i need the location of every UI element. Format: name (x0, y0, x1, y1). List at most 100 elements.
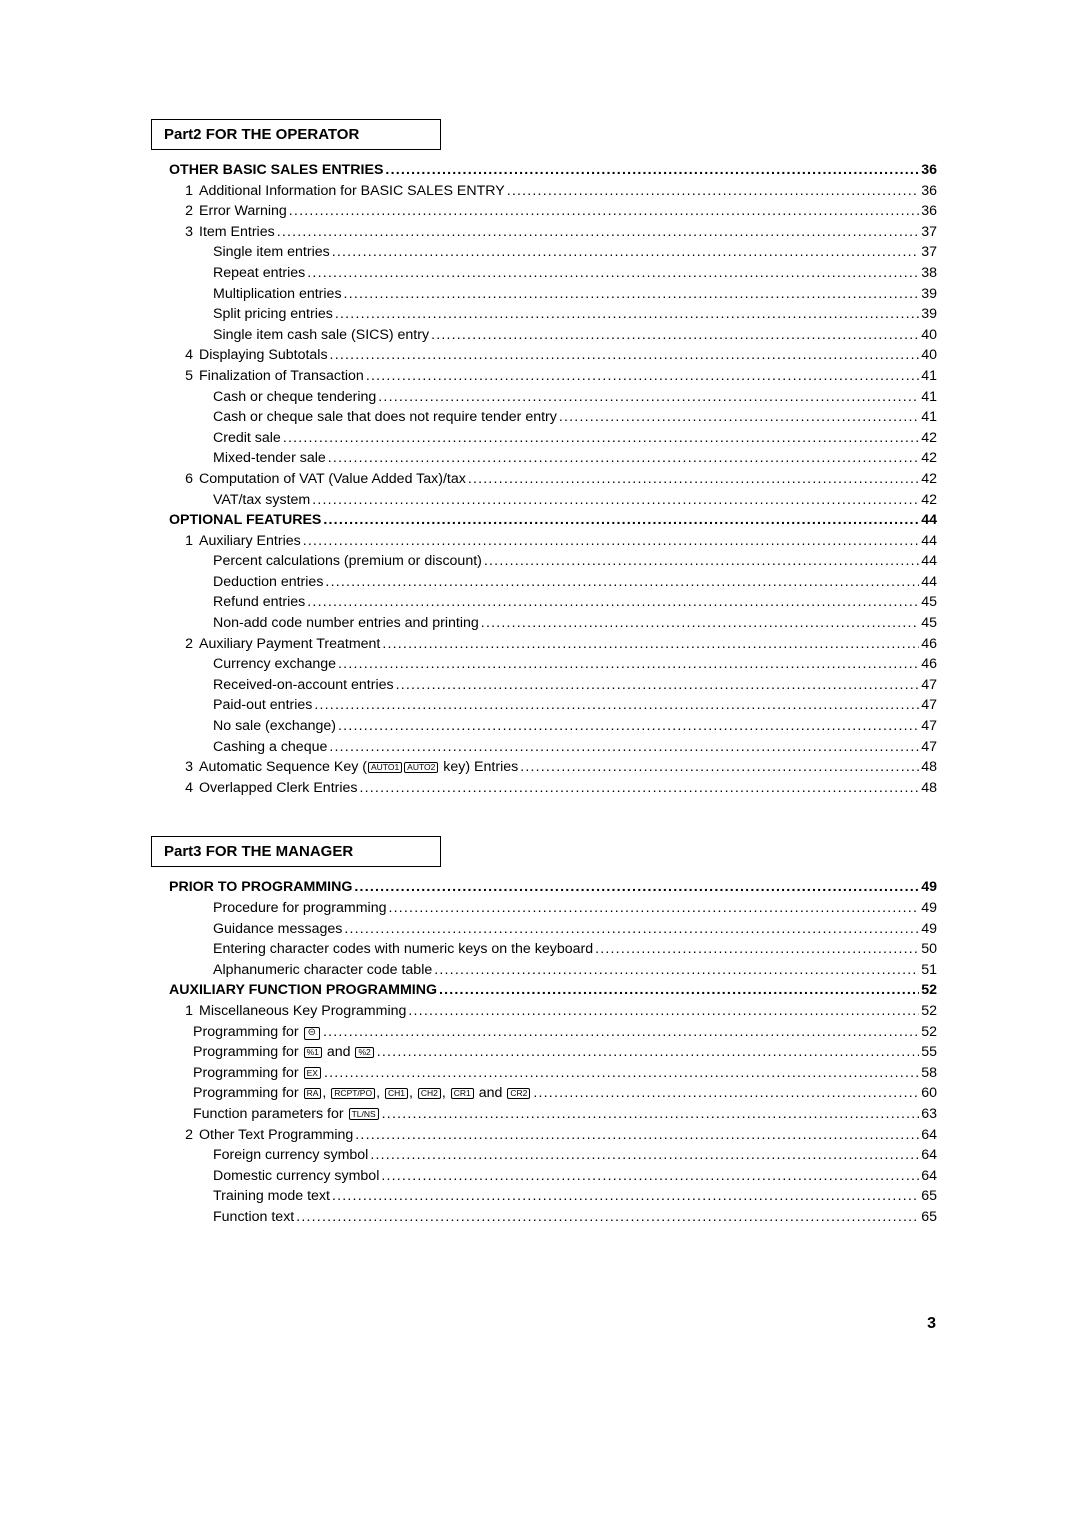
toc-line: 2Other Text Programming ................… (151, 1125, 937, 1146)
toc-leader-dots: ........................................… (332, 242, 920, 263)
toc-line-label: Procedure for programming (213, 898, 386, 919)
toc-line-label: Displaying Subtotals (199, 345, 328, 366)
toc-line-page: 49 (921, 919, 937, 940)
toc-line: Split pricing entries ..................… (151, 304, 937, 325)
toc-line-number: 2 (179, 201, 193, 222)
toc-line-label: Function parameters for TL/NS (193, 1104, 380, 1125)
toc-line: 2 Error Warning .........................… (151, 201, 937, 222)
toc-line-page: 47 (921, 737, 937, 758)
toc-leader-dots: ........................................… (382, 634, 919, 655)
toc-line-page: 44 (921, 531, 937, 552)
toc-line: Credit sale ............................… (151, 428, 937, 449)
toc-line-label: Multiplication entries (213, 284, 342, 305)
toc-leader-dots: ........................................… (360, 778, 920, 799)
toc-line-page: 52 (921, 1001, 937, 1022)
toc-line-label: Domestic currency symbol (213, 1166, 379, 1187)
toc-line-page: 65 (921, 1186, 937, 1207)
toc-line: Guidance messages ......................… (151, 919, 937, 940)
toc-line-label: Programming for ⊝ (193, 1022, 321, 1043)
toc-line-page: 47 (921, 716, 937, 737)
toc-line: Programming for %1 and %2 ..............… (151, 1042, 937, 1063)
toc-line-label: Guidance messages (213, 919, 342, 940)
toc-leader-dots: ........................................… (385, 160, 919, 181)
toc-line-page: 36 (921, 181, 937, 202)
toc-leader-dots: ........................................… (338, 654, 919, 675)
toc-line: Single item cash sale (SICS) entry .....… (151, 325, 937, 346)
toc-leader-dots: ........................................… (344, 284, 920, 305)
toc-line-page: 48 (921, 757, 937, 778)
toc-line-page: 44 (921, 572, 937, 593)
toc-leader-dots: ........................................… (595, 939, 919, 960)
toc-line-number: 3 (179, 222, 193, 243)
toc-line-page: 46 (921, 654, 937, 675)
toc-line-page: 52 (921, 1022, 937, 1043)
toc-line-page: 58 (921, 1063, 937, 1084)
toc-line-number: 6 (179, 469, 193, 490)
toc-line-page: 39 (921, 304, 937, 325)
toc-leader-dots: ........................................… (355, 1125, 919, 1146)
toc-line-label: Mixed-tender sale (213, 448, 326, 469)
toc-line: Refund entries .........................… (151, 592, 937, 613)
toc-line-page: 49 (921, 898, 937, 919)
toc-line-label: Item Entries (199, 222, 275, 243)
toc-line-label: Foreign currency symbol (213, 1145, 368, 1166)
toc-line-label: Auxiliary Entries (199, 531, 301, 552)
toc-line-page: 39 (921, 284, 937, 305)
toc-leader-dots: ........................................… (335, 304, 919, 325)
toc-line-label: Single item cash sale (SICS) entry (213, 325, 429, 346)
part2-section: Part2 FOR THE OPERATOR OTHER BASIC SALES… (151, 119, 937, 798)
toc-line-label: AUXILIARY FUNCTION PROGRAMMING (169, 980, 437, 1001)
toc-line-label: Percent calculations (premium or discoun… (213, 551, 482, 572)
toc-leader-dots: ........................................… (307, 263, 919, 284)
page-number: 3 (927, 1315, 936, 1333)
toc-line: Cash or cheque sale that does not requir… (151, 407, 937, 428)
toc-leader-dots: ........................................… (289, 201, 919, 222)
toc-leader-dots: ........................................… (312, 490, 919, 511)
toc-line-page: 40 (921, 345, 937, 366)
toc-leader-dots: ........................................… (296, 1207, 919, 1228)
toc-line-number: 1 (179, 531, 193, 552)
toc-line: Entering character codes with numeric ke… (151, 939, 937, 960)
toc-line-label: VAT/tax system (213, 490, 310, 511)
toc-leader-dots: ........................................… (338, 716, 919, 737)
toc-line: 3Item Entries ..........................… (151, 222, 937, 243)
toc-line: Multiplication entries .................… (151, 284, 937, 305)
toc-line: Cash or cheque tendering ...............… (151, 387, 937, 408)
toc-line-number: 4 (179, 778, 193, 799)
toc-line: OPTIONAL FEATURES ......................… (151, 510, 937, 531)
toc-leader-dots: ........................................… (396, 675, 920, 696)
toc-line-label: Deduction entries (213, 572, 323, 593)
part3-lines: PRIOR TO PROGRAMMING ...................… (151, 877, 937, 1227)
toc-line: Percent calculations (premium or discoun… (151, 551, 937, 572)
toc-line-label: Training mode text (213, 1186, 330, 1207)
toc-leader-dots: ........................................… (370, 1145, 919, 1166)
toc-line-page: 49 (921, 877, 937, 898)
toc-line-label: Function text (213, 1207, 294, 1228)
toc-line: Cashing a cheque .......................… (151, 737, 937, 758)
toc-line-label: Automatic Sequence Key (AUTO1AUTO2 key) … (199, 757, 518, 778)
toc-line-label: Credit sale (213, 428, 281, 449)
toc-line-label: Cash or cheque sale that does not requir… (213, 407, 557, 428)
toc-leader-dots: ........................................… (307, 592, 919, 613)
toc-leader-dots: ........................................… (520, 757, 919, 778)
toc-line: Procedure for programming ..............… (151, 898, 937, 919)
toc-line: No sale (exchange) .....................… (151, 716, 937, 737)
toc-line-page: 44 (921, 510, 937, 531)
keycap-icon: AUTO1 (368, 762, 402, 774)
toc-line-label: Error Warning (199, 201, 287, 222)
part3-header: Part3 FOR THE MANAGER (151, 836, 441, 867)
toc-line-label: Repeat entries (213, 263, 305, 284)
toc-line-page: 50 (921, 939, 937, 960)
toc-line-page: 52 (921, 980, 937, 1001)
toc-leader-dots: ........................................… (354, 877, 919, 898)
toc-leader-dots: ........................................… (366, 366, 919, 387)
toc-line-label: Miscellaneous Key Programming (199, 1001, 406, 1022)
toc-line-label: Other Text Programming (199, 1125, 353, 1146)
toc-line-label: Programming for RA, RCPT/PO, CH1, CH2, C… (193, 1083, 531, 1104)
toc-leader-dots: ........................................… (329, 737, 919, 758)
toc-line-label: Additional Information for BASIC SALES E… (199, 181, 505, 202)
toc-line: Paid-out entries .......................… (151, 695, 937, 716)
part2-lines: OTHER BASIC SALES ENTRIES ..............… (151, 160, 937, 798)
toc-line-page: 44 (921, 551, 937, 572)
toc-leader-dots: ........................................… (507, 181, 920, 202)
